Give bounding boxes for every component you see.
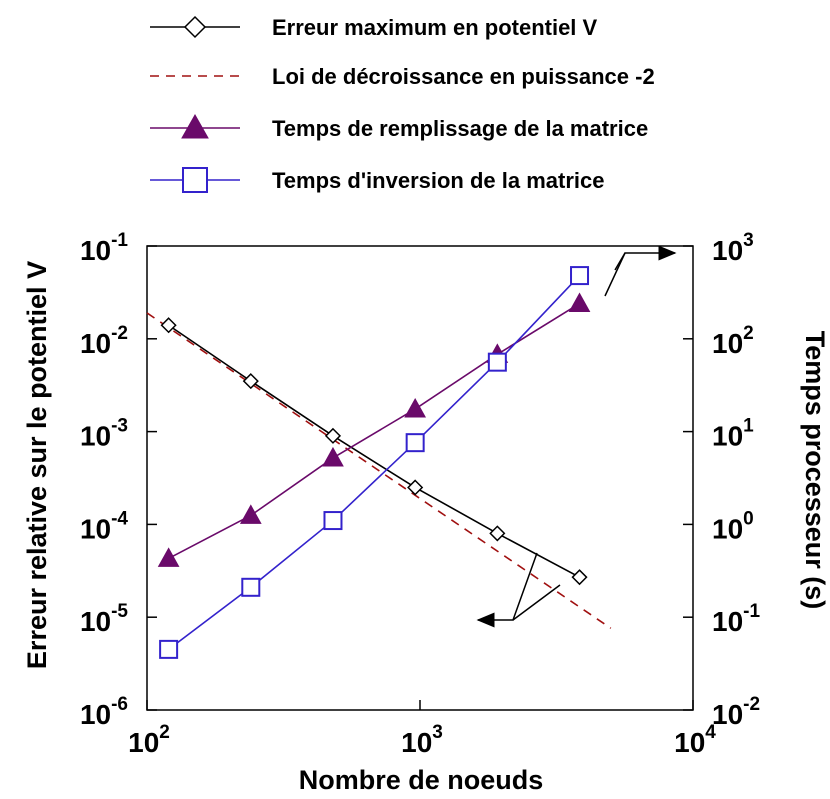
y-right-tick-label: 10-2: [712, 694, 760, 730]
legend-entry-1: Erreur maximum en potentiel V: [150, 15, 598, 40]
y-axis-right-title: Temps processeur (s): [800, 331, 830, 610]
data-point: [405, 433, 425, 453]
data-point: [324, 427, 342, 444]
data-point: [407, 479, 424, 496]
y-left-tick-label: 10-1: [80, 230, 128, 266]
y-left-tick-label: 10-5: [80, 601, 128, 637]
y-left-tick-label: 10-2: [80, 323, 128, 359]
data-point: [570, 266, 590, 286]
x-tick-label: 104: [674, 722, 716, 758]
legend-label: Temps de remplissage de la matrice: [272, 116, 648, 141]
legend-entry-2: Loi de décroissance en puissance -2: [150, 64, 655, 89]
data-point: [568, 292, 591, 313]
series-line: [146, 312, 612, 629]
y-right-tick-label: 10-1: [712, 601, 760, 637]
plot-frame: [146, 245, 694, 711]
data-point: [571, 569, 588, 586]
series-layer: [146, 266, 612, 659]
data-point: [489, 525, 506, 542]
legend-label: Erreur maximum en potentiel V: [272, 15, 598, 40]
data-point: [241, 577, 261, 597]
y-right-tick-label: 103: [712, 230, 754, 266]
y-right-tick-label: 102: [712, 323, 754, 359]
legend-label: Loi de décroissance en puissance -2: [272, 64, 655, 89]
legend-entry-3: Temps de remplissage de la matrice: [150, 113, 648, 141]
data-point: [159, 639, 179, 659]
y-right-tick-label: 101: [712, 416, 754, 452]
data-point: [404, 398, 427, 418]
arrow-to-left-axis: [476, 552, 561, 628]
data-point: [160, 317, 177, 334]
y-left-tick-label: 10-6: [80, 694, 128, 730]
x-axis-title: Nombre de noeuds: [299, 765, 544, 795]
legend-entry-4: Temps d'inversion de la matrice: [150, 167, 605, 193]
legend-swatch-marker: [182, 167, 208, 193]
annotations: [476, 245, 677, 628]
legend-swatch-marker: [181, 113, 209, 139]
x-tick-label: 102: [128, 722, 170, 758]
data-point: [242, 373, 259, 390]
series-1: [160, 317, 588, 586]
axes: 102 103 104 10-1 10-2 10-3 10-4 10-5 10-6 103 102 1…: [80, 230, 761, 758]
data-point: [487, 352, 507, 372]
y-axis-left-title: Erreur relative sur le potentiel V: [22, 261, 52, 669]
series-line: [168, 275, 581, 651]
x-tick-label: 103: [401, 722, 443, 758]
series-3: [157, 292, 591, 567]
y-left-tick-label: 10-3: [80, 416, 128, 452]
series-line: [168, 302, 580, 560]
legend-swatch-marker: [183, 15, 207, 39]
series-4: [159, 266, 590, 659]
legend: Erreur maximum en potentiel V Loi de décr…: [150, 15, 655, 193]
data-point: [239, 504, 262, 524]
series-line: [168, 324, 580, 578]
data-point: [323, 511, 343, 531]
y-right-tick-label: 100: [712, 508, 754, 544]
arrow-to-right-axis: [604, 245, 677, 297]
series-2: [146, 312, 612, 629]
legend-label: Temps d'inversion de la matrice: [272, 168, 605, 193]
data-point: [157, 547, 180, 567]
y-left-tick-label: 10-4: [80, 508, 128, 544]
data-point: [322, 446, 344, 467]
